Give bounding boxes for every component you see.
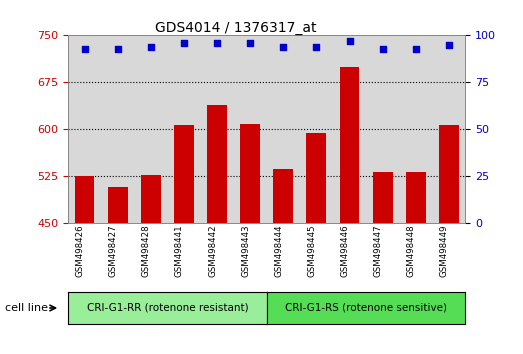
Bar [373, 172, 393, 223]
Point [81, 46, 89, 51]
Bar [174, 125, 194, 223]
Text: CRI-G1-RR (rotenone resistant): CRI-G1-RR (rotenone resistant) [86, 303, 248, 313]
Text: GSM498447: GSM498447 [373, 225, 383, 278]
Text: GSM498426: GSM498426 [75, 225, 85, 278]
Bar [141, 175, 161, 223]
Point [180, 40, 188, 46]
Bar [339, 67, 359, 223]
Text: GSM498448: GSM498448 [407, 225, 416, 278]
Text: GSM498446: GSM498446 [340, 225, 349, 278]
Text: GSM498449: GSM498449 [440, 225, 449, 277]
Text: GSM498444: GSM498444 [274, 225, 283, 278]
Bar [306, 133, 326, 223]
Point [279, 44, 288, 50]
Text: GSM498443: GSM498443 [241, 225, 250, 278]
Point [113, 46, 122, 51]
Bar [406, 172, 426, 223]
Text: CRI-G1-RS (rotenone sensitive): CRI-G1-RS (rotenone sensitive) [285, 303, 447, 313]
Bar [439, 125, 459, 223]
Bar [274, 169, 293, 223]
Bar [240, 124, 260, 223]
Text: GDS4014 / 1376317_at: GDS4014 / 1376317_at [155, 21, 316, 35]
Bar [207, 105, 227, 223]
Point [345, 38, 354, 44]
Point [445, 42, 453, 47]
Point [213, 40, 221, 46]
Bar [75, 176, 95, 223]
Point [146, 44, 155, 50]
Bar [108, 187, 128, 223]
Text: GSM498428: GSM498428 [142, 225, 151, 278]
Point [412, 46, 420, 51]
Point [312, 44, 321, 50]
Point [379, 46, 387, 51]
Point [246, 40, 254, 46]
Text: GSM498441: GSM498441 [175, 225, 184, 278]
Text: GSM498445: GSM498445 [308, 225, 316, 278]
Text: GSM498442: GSM498442 [208, 225, 217, 278]
Text: GSM498427: GSM498427 [109, 225, 118, 278]
Text: cell line: cell line [5, 303, 48, 313]
